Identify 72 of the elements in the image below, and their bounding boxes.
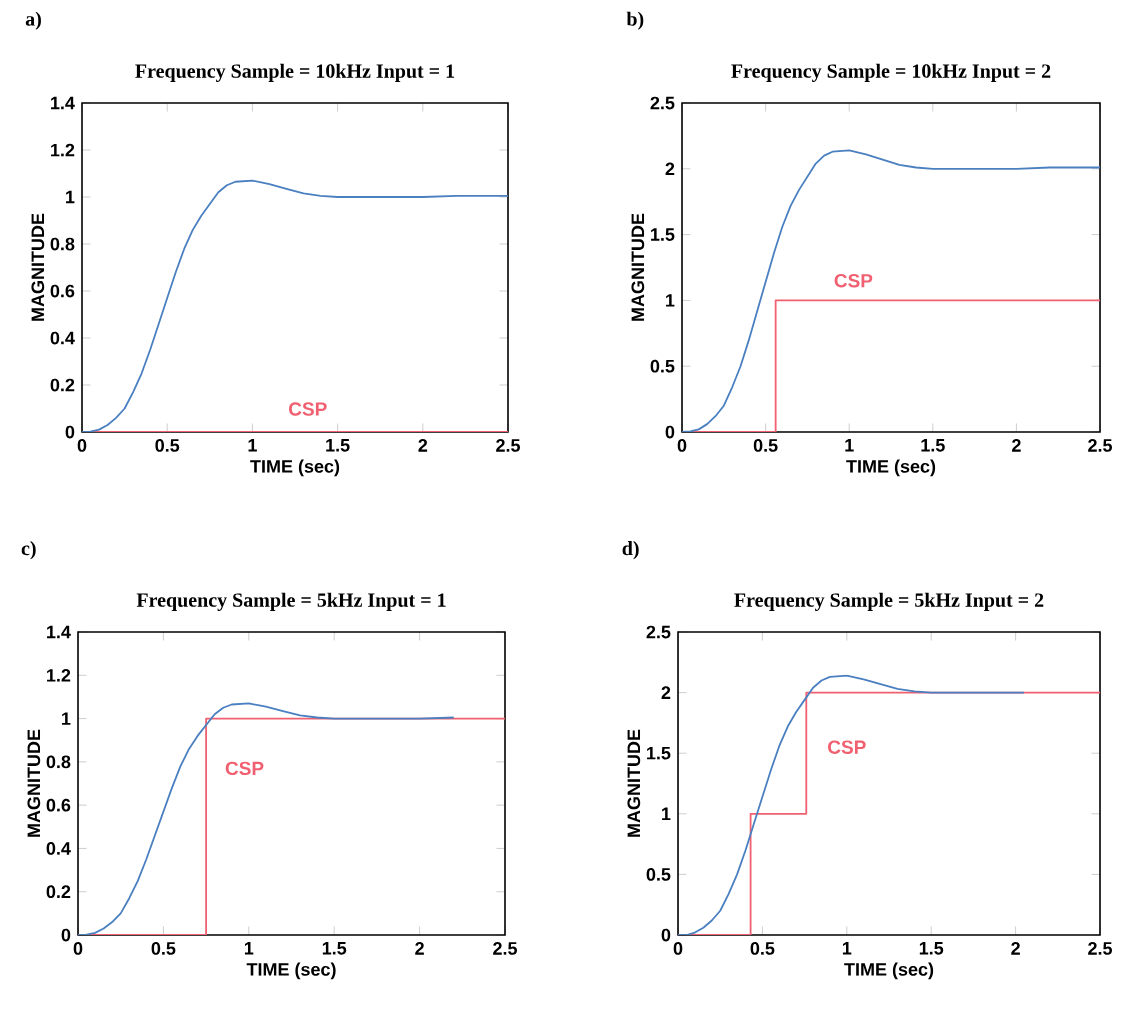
y-tick-label: 0 xyxy=(665,425,675,439)
x-tick-label: 1 xyxy=(842,942,852,955)
x-tick-label: 1.5 xyxy=(326,439,350,452)
y-tick-label: 1 xyxy=(66,190,75,204)
x-tick-label: 0.5 xyxy=(151,942,176,955)
y-tick-label: 1.2 xyxy=(51,143,75,157)
y-tick-label: 2.5 xyxy=(646,625,671,639)
x-tick-label: 2.5 xyxy=(1088,439,1113,452)
x-tick-label: 0 xyxy=(77,439,87,452)
series-label: CSP xyxy=(289,402,327,416)
x-tick-label: 0.5 xyxy=(750,942,775,955)
chart-title: Frequency Sample = 10kHz Input = 2 xyxy=(731,63,1051,82)
y-tick-label: 1.5 xyxy=(651,228,675,241)
y-axis-title: MAGNITUDE xyxy=(31,213,45,321)
x-axis-title: TIME (sec) xyxy=(846,459,936,477)
series-label: CSP xyxy=(828,740,866,754)
x-tick-label: 0.5 xyxy=(753,439,778,452)
x-tick-label: 0 xyxy=(73,942,83,955)
y-tick-label: 0.6 xyxy=(50,284,75,298)
text: c) xyxy=(21,541,36,560)
x-tick-label: 2 xyxy=(1012,439,1021,452)
y-tick-label: 0.2 xyxy=(46,885,71,899)
text: d) xyxy=(622,541,639,560)
y-tick-label: 0 xyxy=(661,928,671,942)
y-tick-label: 2.5 xyxy=(650,96,675,110)
x-tick-label: 1.5 xyxy=(919,942,944,955)
y-tick-label: 2 xyxy=(665,162,675,176)
x-tick-label: 1 xyxy=(248,439,257,452)
x-axis-title: TIME (sec) xyxy=(246,962,336,980)
y-axis-title: MAGNITUDE xyxy=(627,729,641,837)
y-tick-label: 1.2 xyxy=(47,669,71,682)
y-axis-title: MAGNITUDE xyxy=(631,213,645,321)
y-tick-label: 1.4 xyxy=(51,96,75,110)
x-tick-label: 0 xyxy=(677,439,687,452)
y-tick-label: 0 xyxy=(65,425,75,439)
chart-title: Frequency Sample = 10kHz Input = 1 xyxy=(135,63,455,82)
y-tick-label: 1.4 xyxy=(47,625,71,639)
y-tick-label: 0.4 xyxy=(50,331,75,345)
y-tick-label: 0.8 xyxy=(50,237,75,251)
x-axis-title: TIME (sec) xyxy=(250,459,340,477)
text: b) xyxy=(626,11,644,30)
x-tick-label: 1 xyxy=(244,942,254,955)
x-tick-label: 0.5 xyxy=(155,439,180,452)
series-label: CSP xyxy=(834,273,873,288)
y-tick-label: 0.5 xyxy=(646,868,671,881)
y-tick-label: 2 xyxy=(661,686,671,699)
series-label: CSP xyxy=(225,761,264,776)
y-tick-label: 0.8 xyxy=(46,755,71,769)
x-tick-label: 1.5 xyxy=(322,942,347,955)
x-axis-title: TIME (sec) xyxy=(844,962,934,980)
x-tick-label: 2 xyxy=(415,942,424,955)
x-tick-label: 2.5 xyxy=(496,439,521,452)
x-tick-label: 0 xyxy=(673,942,683,955)
y-tick-label: 0 xyxy=(61,928,71,942)
y-tick-label: 1 xyxy=(666,294,675,307)
y-tick-label: 1.5 xyxy=(647,746,671,760)
y-tick-label: 0.4 xyxy=(46,842,71,855)
y-tick-label: 0.6 xyxy=(46,798,71,812)
chart-title: Frequency Sample = 5kHz Input = 1 xyxy=(136,592,446,611)
x-tick-label: 1 xyxy=(845,439,854,452)
x-tick-label: 1.5 xyxy=(921,439,945,452)
x-tick-label: 2.5 xyxy=(1088,942,1113,955)
y-tick-label: 1 xyxy=(62,712,71,725)
y-tick-label: 0.2 xyxy=(50,378,75,392)
y-tick-label: 0.5 xyxy=(650,359,675,373)
y-tick-label: 1 xyxy=(662,807,671,821)
x-tick-label: 2 xyxy=(418,439,428,452)
y-axis-title: MAGNITUDE xyxy=(27,729,41,837)
text: a) xyxy=(25,11,41,30)
x-tick-label: 2.5 xyxy=(493,942,518,955)
x-tick-label: 2 xyxy=(1011,942,1020,955)
chart-title: Frequency Sample = 5kHz Input = 2 xyxy=(734,592,1044,611)
